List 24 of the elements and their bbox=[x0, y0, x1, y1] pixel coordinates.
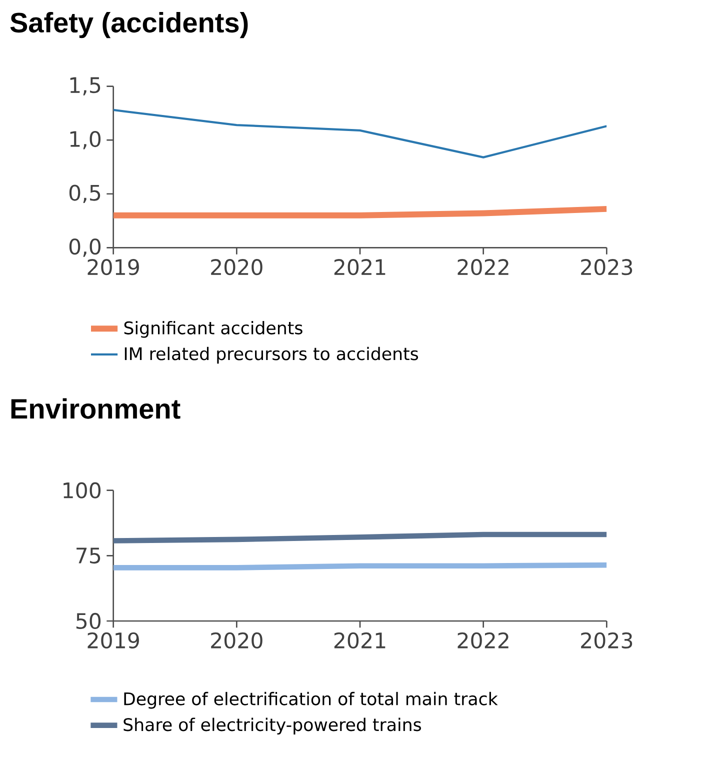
chart-title: Environment bbox=[11, 398, 180, 419]
x-tick-label: 2021 bbox=[334, 632, 386, 649]
legend-label: Degree of electrification of total main track bbox=[124, 692, 498, 709]
x-tick-label: 2023 bbox=[581, 632, 632, 649]
x-tick-label: 2020 bbox=[211, 632, 262, 649]
y-tick-label: 1,5 bbox=[70, 77, 100, 96]
y-tick-label: 75 bbox=[76, 548, 100, 564]
line-series bbox=[113, 108, 607, 158]
x-tick-label: 2023 bbox=[581, 259, 632, 276]
x-tick-label: 2019 bbox=[88, 632, 139, 649]
y-tick-label: 50 bbox=[76, 612, 101, 630]
x-tick-label: 2022 bbox=[458, 632, 508, 649]
y-tick-label: 0,0 bbox=[69, 238, 101, 257]
x-tick-label: 2022 bbox=[458, 259, 508, 276]
x-tick-label: 2019 bbox=[88, 259, 139, 276]
legend-label: Share of electricity-powered trains bbox=[124, 718, 421, 735]
legend-label: IM related precursors to accidents bbox=[124, 346, 418, 364]
legend-label: Significant accidents bbox=[124, 321, 302, 338]
x-tick-label: 2021 bbox=[334, 259, 386, 276]
x-tick-label: 2020 bbox=[211, 259, 262, 276]
y-tick-label: 100 bbox=[64, 482, 101, 498]
chart-title: Safety (accidents) bbox=[10, 12, 248, 38]
y-tick-label: 0,5 bbox=[69, 184, 100, 204]
y-tick-label: 1,0 bbox=[70, 130, 101, 150]
